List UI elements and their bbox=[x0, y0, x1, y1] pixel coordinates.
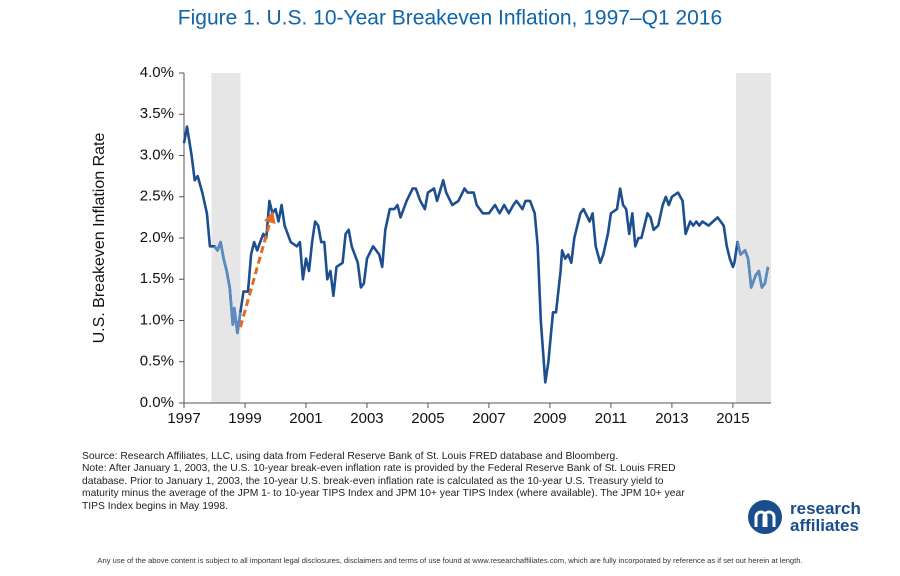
logo-text: research bbox=[790, 499, 861, 518]
disclaimer: Any use of the above content is subject … bbox=[97, 556, 803, 565]
y-tick-label: 1.5% bbox=[140, 270, 174, 287]
x-tick-label: 2011 bbox=[595, 410, 627, 427]
chart-title: Figure 1. U.S. 10-Year Breakeven Inflati… bbox=[178, 7, 722, 30]
x-tick-label: 2005 bbox=[411, 410, 444, 427]
footnote: Note: After January 1, 2003, the U.S. 10… bbox=[82, 463, 685, 512]
y-tick-label: 2.5% bbox=[140, 188, 174, 205]
source-note: Source: Research Affiliates, LLC, using … bbox=[82, 451, 619, 462]
x-tick-label: 1997 bbox=[167, 410, 200, 427]
y-tick-label: 3.0% bbox=[140, 146, 174, 163]
y-tick-label: 0.0% bbox=[140, 394, 174, 411]
y-tick-label: 4.0% bbox=[140, 64, 174, 81]
x-tick-label: 2009 bbox=[533, 410, 566, 427]
x-tick-label: 2007 bbox=[472, 410, 505, 427]
highlight-band bbox=[211, 73, 241, 403]
highlight-line bbox=[213, 240, 242, 335]
chart: Figure 1. U.S. 10-Year Breakeven Inflati… bbox=[91, 7, 771, 427]
logo-text: affiliates bbox=[790, 516, 859, 535]
x-tick-label: 2013 bbox=[655, 410, 688, 427]
arrow bbox=[238, 210, 276, 328]
highlight-line bbox=[736, 241, 770, 289]
y-axis-label: U.S. Breakeven Inflation Rate bbox=[91, 133, 108, 344]
y-tick-label: 1.0% bbox=[140, 311, 174, 328]
data-line bbox=[182, 125, 770, 384]
x-tick-label: 1999 bbox=[228, 410, 261, 427]
y-tick-label: 2.0% bbox=[140, 229, 174, 246]
x-tick-label: 2003 bbox=[350, 410, 383, 427]
y-tick-label: 3.5% bbox=[140, 105, 174, 122]
logo: research affiliates bbox=[790, 500, 861, 534]
y-tick-label: 0.5% bbox=[140, 353, 174, 370]
x-tick-label: 2001 bbox=[289, 410, 322, 427]
highlight-band bbox=[735, 73, 771, 403]
x-tick-label: 2015 bbox=[716, 410, 749, 427]
